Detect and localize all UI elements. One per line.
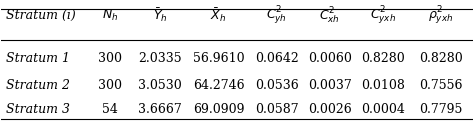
Text: 300: 300 — [98, 78, 122, 91]
Text: 3.6667: 3.6667 — [138, 103, 182, 116]
Text: Stratum 1: Stratum 1 — [6, 52, 70, 65]
Text: 0.7556: 0.7556 — [419, 78, 463, 91]
Text: 2.0335: 2.0335 — [138, 52, 182, 65]
Text: 0.0108: 0.0108 — [361, 78, 404, 91]
Text: Stratum 3: Stratum 3 — [6, 103, 70, 116]
Text: 3.0530: 3.0530 — [138, 78, 182, 91]
Text: $C^2_{yxh}$: $C^2_{yxh}$ — [370, 4, 396, 26]
Text: $C^2_{yh}$: $C^2_{yh}$ — [266, 4, 287, 26]
Text: 0.0587: 0.0587 — [255, 103, 299, 116]
Text: 0.0060: 0.0060 — [308, 52, 352, 65]
Text: 0.8280: 0.8280 — [361, 52, 404, 65]
Text: $\bar{X}_h$: $\bar{X}_h$ — [210, 7, 227, 24]
Text: 0.0642: 0.0642 — [255, 52, 299, 65]
Text: 300: 300 — [98, 52, 122, 65]
Text: Stratum 2: Stratum 2 — [6, 78, 70, 91]
Text: 0.0536: 0.0536 — [255, 78, 299, 91]
Text: 0.8280: 0.8280 — [419, 52, 463, 65]
Text: 54: 54 — [102, 103, 118, 116]
Text: 64.2746: 64.2746 — [192, 78, 244, 91]
Text: $N_h$: $N_h$ — [102, 8, 118, 23]
Text: 0.0037: 0.0037 — [308, 78, 352, 91]
Text: 56.9610: 56.9610 — [192, 52, 244, 65]
Text: 0.0004: 0.0004 — [361, 103, 404, 116]
Text: Stratum (i): Stratum (i) — [6, 9, 76, 22]
Text: $C^2_{xh}$: $C^2_{xh}$ — [319, 5, 340, 26]
Text: $\bar{Y}_h$: $\bar{Y}_h$ — [153, 7, 168, 24]
Text: 0.0026: 0.0026 — [308, 103, 352, 116]
Text: $\rho^2_{yxh}$: $\rho^2_{yxh}$ — [428, 4, 454, 26]
Text: 0.7795: 0.7795 — [419, 103, 463, 116]
Text: 69.0909: 69.0909 — [193, 103, 244, 116]
